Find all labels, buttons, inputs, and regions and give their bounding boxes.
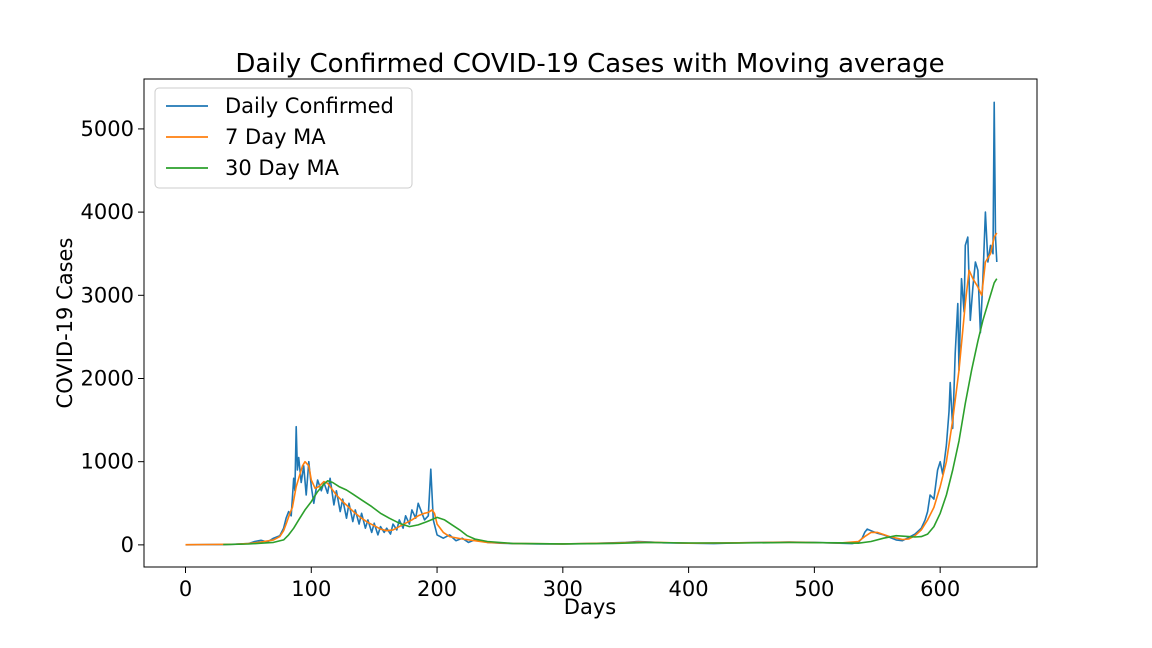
y-tick-label: 3000	[81, 283, 134, 307]
legend: Daily Confirmed 7 Day MA 30 Day MA	[154, 87, 413, 189]
x-axis: 0 100 200 300 400 500 600	[179, 567, 960, 601]
x-tick-label: 600	[920, 577, 960, 601]
y-tick-label: 0	[121, 533, 134, 557]
x-tick-label: 0	[179, 577, 192, 601]
y-tick-label: 1000	[81, 450, 134, 474]
y-tick-label: 4000	[81, 200, 134, 224]
series-group	[185, 101, 998, 546]
x-tick-label: 500	[794, 577, 834, 601]
legend-label-2: 7 Day MA	[225, 125, 326, 149]
legend-box	[154, 87, 413, 189]
series-line-3	[223, 278, 998, 546]
series-line-2	[185, 232, 998, 546]
plot-frame	[143, 78, 1038, 568]
legend-label-1: Daily Confirmed	[225, 94, 394, 118]
x-axis-label: Days	[564, 595, 616, 619]
x-tick-label: 300	[543, 577, 583, 601]
y-axis: 0 1000 2000 3000 4000 5000	[81, 117, 144, 557]
legend-label-3: 30 Day MA	[225, 156, 340, 180]
y-tick-label: 5000	[81, 117, 134, 141]
x-tick-label: 100	[291, 577, 331, 601]
chart-title: Daily Confirmed COVID-19 Cases with Movi…	[235, 49, 944, 79]
y-axis-label: COVID-19 Cases	[53, 238, 77, 409]
y-tick-label: 2000	[81, 366, 134, 390]
x-tick-label: 200	[417, 577, 457, 601]
x-tick-label: 400	[669, 577, 709, 601]
